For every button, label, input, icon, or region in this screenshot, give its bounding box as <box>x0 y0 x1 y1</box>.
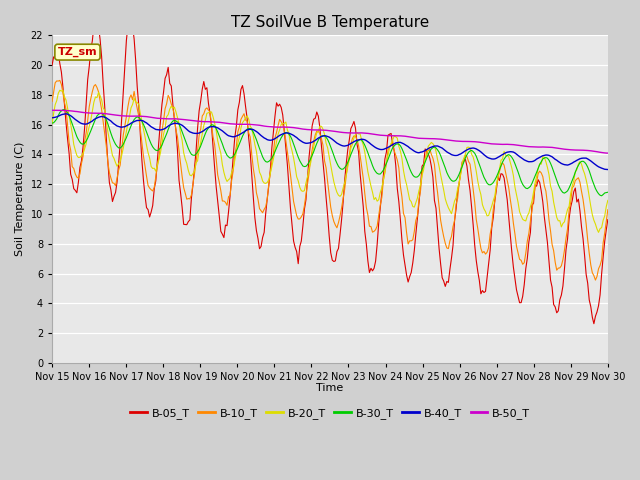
B-05_T <box>243 116 251 121</box>
B-50_T <box>51 108 59 113</box>
B-10_T <box>56 78 63 84</box>
B-30_T <box>61 107 68 112</box>
B-20_T <box>604 197 612 203</box>
B-05_T <box>604 217 612 223</box>
B-50_T <box>118 113 125 119</box>
Line: B-05_T: B-05_T <box>52 15 608 324</box>
B-50_T <box>575 147 582 153</box>
Line: B-50_T: B-50_T <box>52 110 608 153</box>
B-20_T <box>59 87 67 93</box>
Line: B-40_T: B-40_T <box>52 114 608 169</box>
B-30_T <box>243 126 251 132</box>
B-10_T <box>604 207 612 213</box>
B-30_T <box>118 144 125 149</box>
B-20_T <box>243 113 251 119</box>
B-20_T <box>595 229 602 235</box>
B-30_T <box>234 145 242 151</box>
B-40_T <box>48 115 56 120</box>
B-30_T <box>604 189 612 195</box>
B-50_T <box>604 150 612 156</box>
Line: B-20_T: B-20_T <box>52 90 608 232</box>
B-10_T <box>591 277 599 283</box>
B-40_T <box>293 135 301 141</box>
B-40_T <box>604 167 612 172</box>
B-30_T <box>598 193 605 199</box>
B-05_T <box>48 62 56 68</box>
B-30_T <box>216 133 223 139</box>
B-05_T <box>127 12 135 18</box>
B-10_T <box>48 98 56 104</box>
B-10_T <box>234 129 242 135</box>
B-50_T <box>48 108 56 113</box>
B-40_T <box>234 132 242 138</box>
B-50_T <box>234 121 242 127</box>
B-10_T <box>243 119 251 124</box>
B-50_T <box>216 120 223 125</box>
B-10_T <box>575 175 582 180</box>
B-40_T <box>118 124 125 130</box>
B-10_T <box>293 213 301 218</box>
Text: TZ_sm: TZ_sm <box>58 47 97 57</box>
B-20_T <box>293 174 301 180</box>
B-20_T <box>48 121 56 127</box>
B-50_T <box>243 121 251 127</box>
B-30_T <box>48 120 56 126</box>
B-20_T <box>118 152 125 158</box>
B-30_T <box>293 150 301 156</box>
B-05_T <box>590 321 598 326</box>
B-05_T <box>234 107 242 113</box>
B-05_T <box>216 213 223 219</box>
B-40_T <box>575 156 582 162</box>
B-20_T <box>234 140 242 146</box>
B-30_T <box>575 162 582 168</box>
Title: TZ SoilVue B Temperature: TZ SoilVue B Temperature <box>231 15 429 30</box>
B-20_T <box>216 144 223 150</box>
B-05_T <box>116 140 124 146</box>
B-20_T <box>575 161 582 167</box>
Line: B-10_T: B-10_T <box>52 81 608 280</box>
Line: B-30_T: B-30_T <box>52 109 608 196</box>
B-10_T <box>118 146 125 152</box>
Y-axis label: Soil Temperature (C): Soil Temperature (C) <box>15 142 25 256</box>
Legend: B-05_T, B-10_T, B-20_T, B-30_T, B-40_T, B-50_T: B-05_T, B-10_T, B-20_T, B-30_T, B-40_T, … <box>126 403 534 423</box>
B-10_T <box>216 180 223 185</box>
B-40_T <box>216 126 223 132</box>
B-05_T <box>575 196 582 202</box>
B-05_T <box>293 249 301 254</box>
B-40_T <box>243 127 251 133</box>
B-50_T <box>293 125 301 131</box>
B-40_T <box>62 111 70 117</box>
X-axis label: Time: Time <box>316 384 344 394</box>
